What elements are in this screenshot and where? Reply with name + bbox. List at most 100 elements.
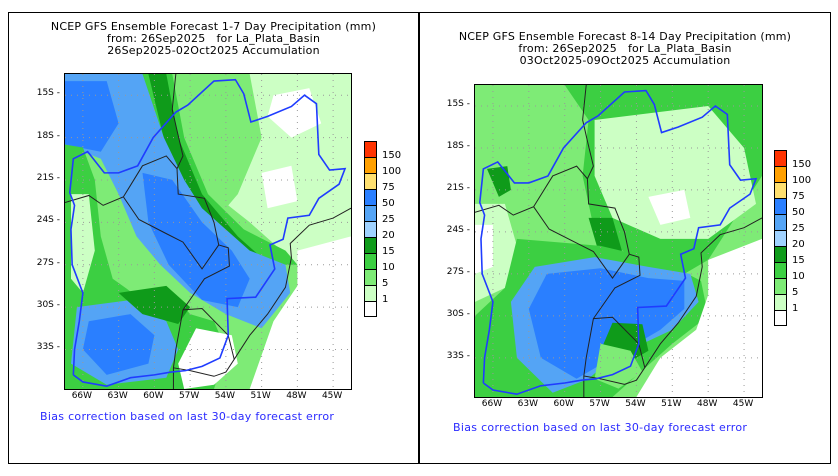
longitude-tick-label: 60W [553, 399, 574, 409]
colorbar-swatch [774, 294, 787, 310]
longitude-tick-label: 66W [481, 399, 503, 409]
latitude-tick-label: 24S - [446, 224, 470, 235]
longitude-tick-label: 57W [589, 399, 610, 409]
longitude-tick-label: 60W [143, 391, 164, 401]
colorbar-label: 150 [792, 159, 812, 170]
precip-contour-w [178, 328, 238, 389]
longitude-tick-label: 45W [321, 391, 343, 401]
latitude-tick-label: 33S - [446, 350, 470, 361]
precip-contour-w [267, 88, 322, 138]
precip-map-week2[interactable] [474, 84, 763, 398]
precip-contour-g1 [71, 194, 95, 293]
colorbar-swatch [364, 157, 377, 173]
colorbar-swatch [774, 214, 787, 230]
longitude-tick-label: 48W [697, 399, 718, 409]
colorbar-swatch [364, 301, 377, 317]
panel-title-line-2: from: 26Sep2025 for La_Plata_Basin [518, 42, 732, 55]
country-border [475, 165, 588, 216]
longitude-tick-label: 57W [178, 391, 200, 401]
longitude-tick-label: 51W [661, 399, 682, 409]
latitude-tick-label: 21S - [446, 182, 470, 193]
country-border [593, 316, 646, 368]
latitude-tick-label: 24S - [36, 215, 60, 226]
colorbar-label: 1 [792, 303, 799, 314]
colorbar-swatch [364, 173, 377, 189]
precip-contour-b50 [528, 268, 685, 379]
precip-contour-w [475, 224, 493, 274]
latitude-tick-label: 27S - [446, 266, 470, 277]
panel-title-line-3: 26Sep2025-02Oct2025 Accumulation [107, 44, 320, 57]
colorbar-swatch [774, 230, 787, 246]
latitude-tick-label: 30S - [446, 308, 470, 319]
longitude-tick-label: 63W [107, 391, 128, 401]
colorbar-label: 75 [792, 191, 805, 202]
country-border [173, 207, 351, 377]
longitude-tick-label: 48W [286, 391, 307, 401]
colorbar-swatch [774, 166, 787, 182]
country-border [171, 74, 220, 246]
colorbar-label: 50 [792, 207, 805, 218]
colorbar-label: 50 [382, 198, 395, 209]
longitude-tick-label: 66W [71, 391, 93, 401]
colorbar-swatch [774, 278, 787, 294]
bias-correction-note: Bias correction based on last 30-day for… [40, 410, 335, 423]
colorbar-swatch [364, 189, 377, 205]
country-border [583, 253, 641, 397]
precip-contour-w [648, 189, 691, 225]
precip-contour-b50 [65, 81, 119, 152]
precip-contour-g5 [594, 343, 643, 389]
latitude-tick-label: 27S - [36, 257, 60, 268]
longitude-tick-label: 54W [625, 399, 646, 409]
country-border [182, 307, 235, 360]
colorbar-label: 20 [792, 239, 805, 250]
country-border [122, 196, 220, 270]
colorbar-label: 1 [382, 294, 389, 305]
colorbar-label: 75 [382, 182, 395, 193]
colorbar-label: 10 [382, 262, 395, 273]
latitude-tick-label: 15S - [36, 88, 60, 99]
longitude-tick-label: 51W [250, 391, 271, 401]
country-border [65, 155, 178, 206]
colorbar-swatch [364, 253, 377, 269]
colorbar-label: 20 [382, 230, 395, 241]
colorbar-swatch [774, 182, 787, 198]
la-plata-basin-outline [478, 89, 758, 396]
colorbar-label: 5 [792, 287, 799, 298]
panel-title-line-1: NCEP GFS Ensemble Forecast 1-7 Day Preci… [50, 20, 377, 33]
colorbar-swatch [364, 141, 377, 157]
country-border [583, 217, 762, 385]
country-border [172, 244, 230, 389]
precip-contour-w [261, 165, 298, 209]
latitude-tick-label: 30S - [36, 300, 60, 311]
colorbar-label: 15 [382, 246, 395, 257]
colorbar-label: 150 [382, 150, 402, 161]
bias-correction-note: Bias correction based on last 30-day for… [453, 421, 748, 434]
colorbar-label: 25 [382, 214, 395, 225]
colorbar-swatch [364, 237, 377, 253]
panel-title-line-3: 03Oct2025-09Oct2025 Accumulation [519, 54, 731, 67]
colorbar-label: 5 [382, 278, 389, 289]
colorbar-swatch [364, 285, 377, 301]
colorbar-swatch [774, 310, 787, 326]
colorbar-week1 [364, 141, 377, 317]
colorbar-swatch [364, 221, 377, 237]
latitude-tick-label: 18S - [446, 140, 470, 151]
colorbar-label: 100 [382, 166, 402, 177]
colorbar-label: 100 [792, 175, 812, 186]
longitude-tick-label: 63W [517, 399, 538, 409]
precip-contour-b50 [142, 172, 250, 308]
latitude-tick-label: 18S - [36, 130, 60, 141]
longitude-tick-label: 45W [732, 399, 754, 409]
colorbar-label: 10 [792, 271, 805, 282]
latitude-tick-label: 21S - [36, 172, 60, 183]
longitude-tick-label: 54W [214, 391, 236, 401]
precip-map-svg [65, 74, 351, 389]
country-border [533, 206, 630, 279]
precip-contour-g15 [487, 166, 511, 197]
colorbar-swatch [774, 262, 787, 278]
colorbar-swatch [364, 205, 377, 221]
precip-map-week1[interactable] [64, 73, 352, 390]
panel-title-line-1: NCEP GFS Ensemble Forecast 8-14 Day Prec… [458, 30, 792, 43]
latitude-tick-label: 15S - [446, 98, 470, 109]
la-plata-basin-outline [68, 78, 347, 387]
